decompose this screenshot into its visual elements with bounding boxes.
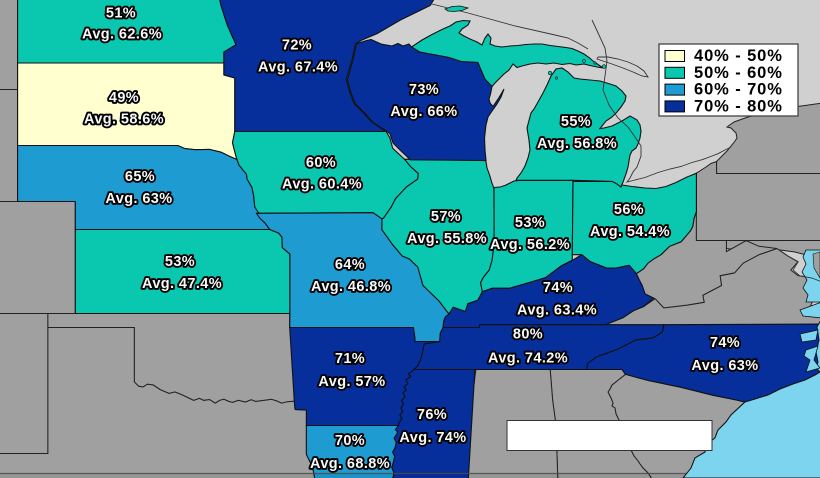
svg-text:Avg. 58.6%: Avg. 58.6% <box>84 112 164 128</box>
svg-text:64%: 64% <box>335 257 365 273</box>
svg-text:60% - 70%: 60% - 70% <box>694 81 783 99</box>
svg-text:56%: 56% <box>614 202 644 218</box>
svg-text:50% - 60%: 50% - 60% <box>694 64 783 82</box>
svg-text:73%: 73% <box>409 82 439 98</box>
svg-text:74%: 74% <box>543 280 573 296</box>
svg-text:49%: 49% <box>109 90 139 106</box>
svg-text:Avg. 74.2%: Avg. 74.2% <box>488 351 568 367</box>
svg-text:51%: 51% <box>106 6 136 22</box>
svg-text:74%: 74% <box>710 335 740 351</box>
svg-text:71%: 71% <box>335 351 365 367</box>
svg-text:72%: 72% <box>282 38 312 54</box>
svg-text:80%: 80% <box>513 327 543 343</box>
svg-text:Avg. 46.8%: Avg. 46.8% <box>311 279 391 295</box>
svg-text:60%: 60% <box>306 155 336 171</box>
svg-text:65%: 65% <box>125 169 155 185</box>
svg-text:Avg. 47.4%: Avg. 47.4% <box>142 276 222 292</box>
svg-text:Avg. 68.8%: Avg. 68.8% <box>310 456 390 472</box>
svg-text:53%: 53% <box>165 254 195 270</box>
svg-text:Avg. 74%: Avg. 74% <box>399 430 466 446</box>
svg-text:55%: 55% <box>561 114 591 130</box>
svg-text:Avg. 63%: Avg. 63% <box>105 191 172 207</box>
svg-text:53%: 53% <box>515 215 545 231</box>
svg-text:40% - 50%: 40% - 50% <box>694 47 783 65</box>
svg-text:Avg. 67.4%: Avg. 67.4% <box>258 60 338 76</box>
svg-text:76%: 76% <box>417 407 447 423</box>
svg-text:Avg. 56.2%: Avg. 56.2% <box>490 237 570 253</box>
svg-text:Avg. 66%: Avg. 66% <box>390 104 457 120</box>
svg-text:Avg. 60.4%: Avg. 60.4% <box>282 177 362 193</box>
svg-text:70%: 70% <box>335 433 365 449</box>
svg-text:Avg. 54.4%: Avg. 54.4% <box>590 224 670 240</box>
svg-text:Avg. 62.6%: Avg. 62.6% <box>82 27 162 43</box>
svg-text:Avg. 57%: Avg. 57% <box>318 374 385 390</box>
svg-text:70% - 80%: 70% - 80% <box>694 97 783 115</box>
svg-text:57%: 57% <box>431 209 461 225</box>
svg-text:Avg. 63%: Avg. 63% <box>691 358 758 374</box>
svg-text:Avg. 56.8%: Avg. 56.8% <box>537 136 617 152</box>
svg-text:Avg. 63.4%: Avg. 63.4% <box>517 303 597 319</box>
svg-text:Avg. 55.8%: Avg. 55.8% <box>407 231 487 247</box>
